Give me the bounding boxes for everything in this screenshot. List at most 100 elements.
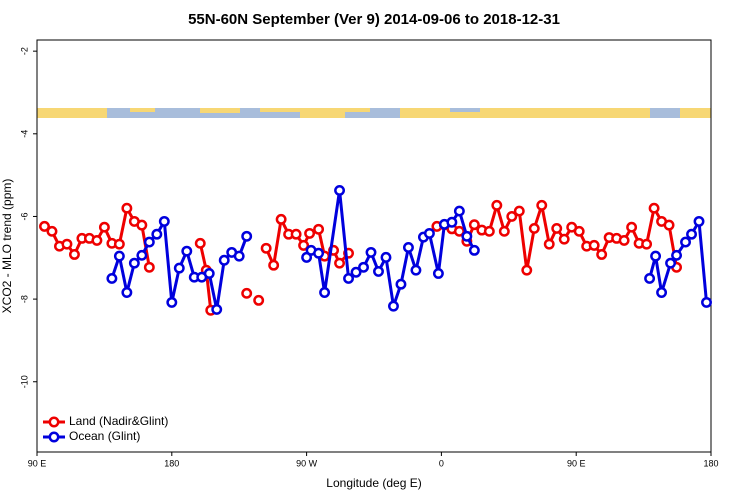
- data-point: [98, 221, 110, 233]
- data-point: [166, 296, 178, 308]
- data-point: [136, 219, 148, 231]
- data-point: [446, 216, 458, 228]
- data-point: [181, 245, 193, 257]
- data-point: [498, 225, 510, 237]
- data-point: [656, 287, 668, 298]
- chart-title: 55N-60N September (Ver 9) 2014-09-06 to …: [188, 11, 560, 28]
- x-tick-label: 90 W: [296, 458, 318, 468]
- legend-marker: [48, 431, 60, 443]
- data-point: [241, 287, 253, 299]
- data-point: [121, 202, 133, 214]
- data-point: [536, 199, 548, 211]
- data-point: [528, 222, 540, 234]
- data-point: [491, 199, 503, 211]
- data-point: [61, 238, 73, 250]
- data-point: [506, 211, 518, 222]
- data-point: [543, 238, 555, 250]
- data-point: [596, 249, 608, 260]
- data-point: [39, 220, 50, 232]
- data-point: [686, 228, 697, 240]
- x-tick-label: 90 E: [567, 458, 586, 468]
- data-point: [313, 247, 325, 259]
- data-point: [650, 250, 662, 262]
- data-point: [121, 287, 133, 298]
- data-point: [194, 237, 206, 249]
- y-tick-label: -2: [19, 47, 29, 55]
- data-point: [388, 300, 399, 312]
- map-strip: [37, 108, 711, 118]
- data-point: [641, 238, 653, 250]
- data-point: [558, 233, 570, 245]
- data-point: [260, 242, 272, 254]
- data-point: [644, 272, 656, 284]
- y-tick-label: -4: [19, 130, 29, 138]
- data-point: [618, 234, 630, 246]
- data-point: [290, 228, 302, 240]
- data-point: [143, 236, 155, 248]
- data-point: [513, 205, 525, 217]
- legend-marker: [48, 416, 60, 428]
- data-point: [313, 223, 325, 235]
- data-point: [626, 221, 638, 233]
- data-point: [395, 278, 407, 290]
- data-point: [373, 265, 384, 277]
- data-point: [241, 230, 253, 242]
- data-point: [91, 234, 103, 246]
- y-tick-label: -6: [19, 212, 29, 220]
- data-point: [573, 225, 585, 237]
- data-point: [253, 294, 265, 306]
- data-point: [304, 227, 316, 239]
- data-point: [343, 272, 354, 284]
- data-point: [410, 264, 422, 276]
- data-point: [298, 239, 310, 251]
- data-point: [693, 215, 705, 227]
- y-tick-label: -10: [19, 375, 29, 388]
- data-point: [173, 262, 185, 274]
- x-axis-label: Longitude (deg E): [326, 476, 421, 490]
- data-point: [218, 254, 230, 266]
- data-point: [365, 246, 377, 258]
- data-point: [268, 259, 280, 271]
- data-point: [275, 213, 287, 225]
- data-point: [665, 257, 677, 269]
- data-point: [483, 225, 495, 237]
- legend-label: Land (Nadir&Glint): [69, 414, 168, 428]
- data-point: [453, 205, 465, 217]
- data-point: [680, 236, 691, 248]
- y-tick-label: -8: [19, 295, 29, 303]
- data-point: [468, 244, 480, 256]
- data-point: [671, 249, 683, 261]
- data-point: [358, 261, 369, 273]
- data-point: [143, 261, 155, 273]
- data-point: [113, 238, 125, 250]
- data-point: [203, 268, 215, 279]
- x-tick-label: 180: [164, 458, 179, 468]
- plot-frame: [36, 39, 712, 453]
- data-point: [432, 268, 444, 279]
- data-point: [521, 264, 533, 276]
- data-point: [402, 241, 414, 253]
- data-point: [588, 239, 600, 251]
- data-point: [461, 230, 473, 242]
- data-point: [68, 249, 80, 260]
- data-point: [113, 250, 125, 262]
- data-point: [151, 228, 163, 240]
- data-point: [551, 222, 563, 234]
- data-point: [128, 257, 140, 269]
- data-point: [233, 250, 245, 262]
- data-point: [136, 249, 148, 261]
- data-point: [350, 266, 362, 278]
- legend-label: Ocean (Glint): [69, 429, 140, 443]
- data-point: [701, 296, 712, 308]
- data-point: [423, 227, 435, 239]
- data-point: [468, 219, 480, 231]
- data-point: [158, 215, 170, 227]
- data-point: [648, 202, 660, 214]
- data-point: [211, 303, 223, 315]
- x-tick-label: 0: [439, 458, 444, 468]
- y-axis-label: XCO2 - MLO trend (ppm): [0, 179, 14, 314]
- data-point: [334, 257, 346, 269]
- data-point: [663, 219, 675, 231]
- data-point: [380, 251, 392, 263]
